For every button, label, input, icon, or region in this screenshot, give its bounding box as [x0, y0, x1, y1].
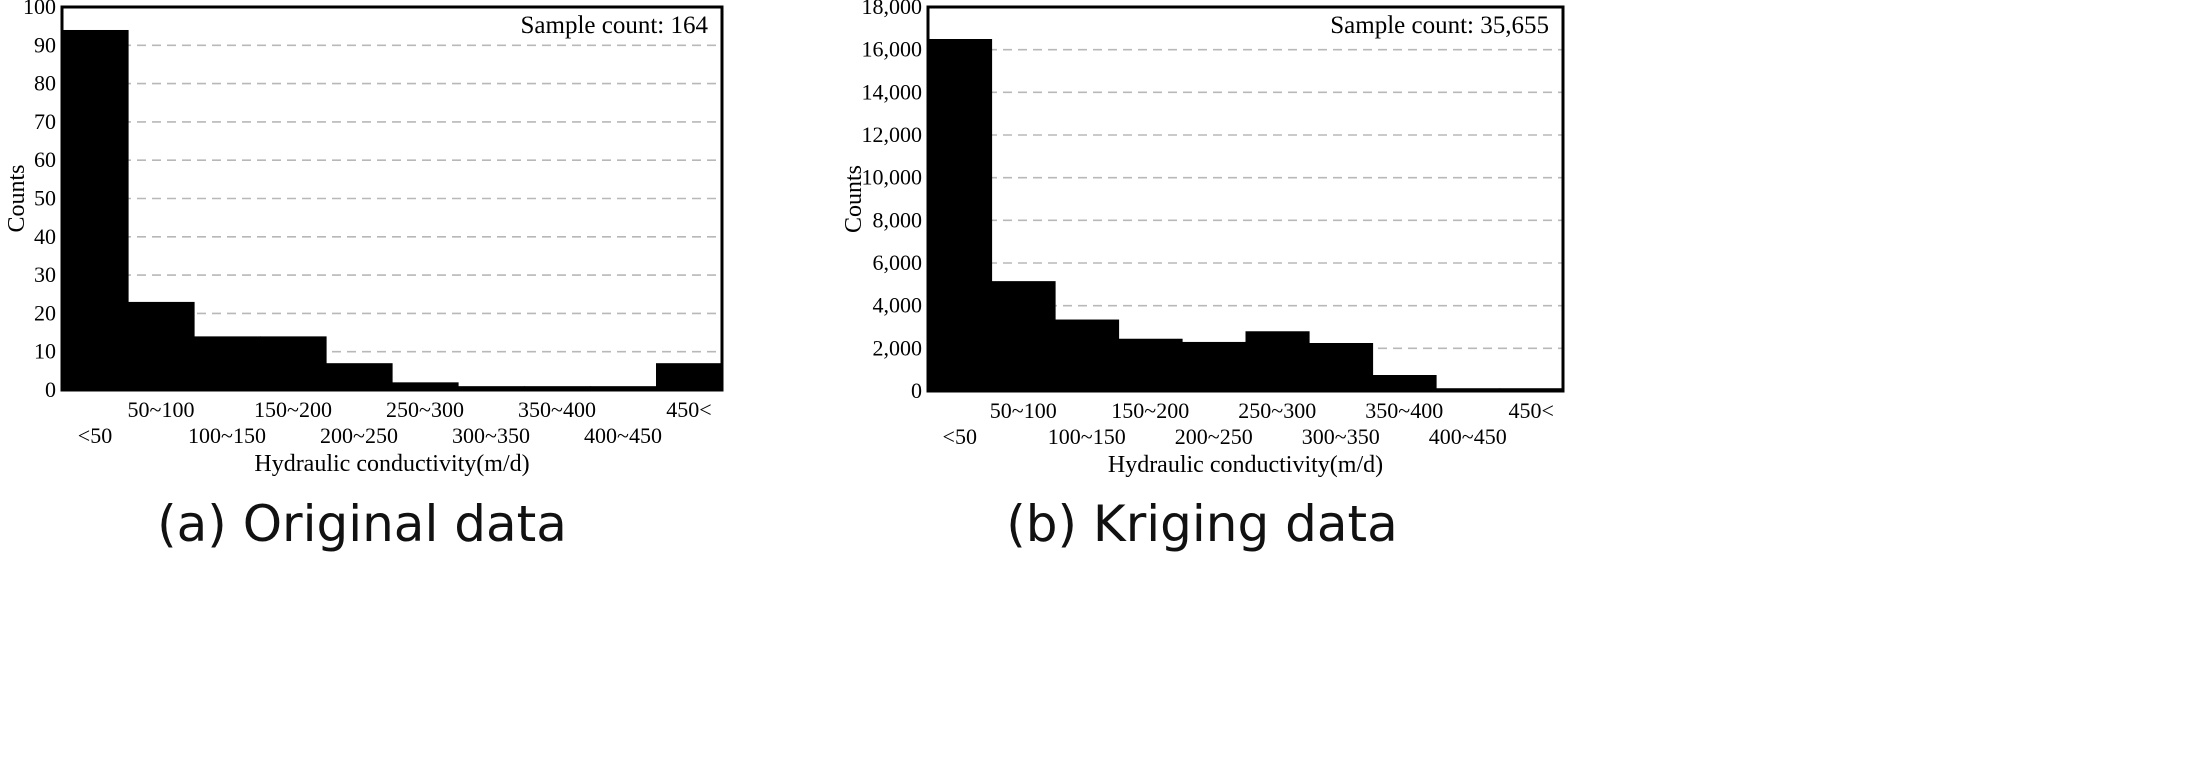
bar-0	[928, 39, 993, 391]
y-tick-labels: 0 10 20 30 40 50 60 70 80 90 100	[23, 0, 56, 402]
sample-count-label: Sample count: 35,655	[1330, 12, 1549, 39]
y-tick-label: 6,000	[873, 250, 923, 275]
y-tick-label: 2,000	[873, 335, 923, 360]
y-tick-label: 0	[911, 378, 922, 403]
bar-6	[1309, 343, 1374, 391]
x-tick-label: 250~300	[386, 397, 464, 422]
x-tick-label: 100~150	[188, 423, 266, 448]
x-tick-label: 300~350	[1302, 424, 1380, 449]
y-tick-label: 14,000	[862, 79, 923, 104]
x-tick-label: 150~200	[254, 397, 332, 422]
x-axis-title: Hydraulic conductivity(m/d)	[254, 451, 529, 477]
x-tick-label: 450<	[1509, 398, 1554, 423]
bar-0	[62, 29, 129, 390]
panel-caption: (b) Kriging data	[1006, 495, 1397, 553]
y-tick-label: 30	[34, 262, 56, 287]
x-tick-label: <50	[78, 423, 112, 448]
plot-frame	[926, 5, 1565, 393]
y-axis-title: Counts	[841, 165, 867, 233]
bar-2	[1055, 319, 1120, 391]
y-tick-label: 20	[34, 300, 56, 325]
bar-4	[1182, 341, 1247, 391]
bar-7	[524, 386, 591, 390]
x-tick-label: 300~350	[452, 423, 530, 448]
plot-frame	[60, 5, 724, 392]
y-tick-label: 40	[34, 224, 56, 249]
sample-count-label: Sample count: 164	[521, 12, 709, 39]
x-tick-labels: <50 50~100100~150150~200200~250250~300300…	[943, 398, 1554, 449]
bar-5	[1245, 331, 1310, 391]
y-axis-title: Counts	[4, 164, 30, 232]
y-tick-label: 50	[34, 186, 56, 211]
bar-3	[260, 336, 327, 390]
panel-caption: (a) Original data	[157, 495, 567, 553]
y-tick-label: 10	[34, 339, 56, 364]
bar-5	[392, 382, 459, 390]
x-tick-label: 250~300	[1238, 398, 1316, 423]
y-tick-labels: 0 2,000 4,000 6,000 8,000 10,000 12,000 14,000 1…	[862, 0, 923, 403]
bar-9	[656, 363, 723, 390]
y-tick-label: 80	[34, 71, 56, 96]
y-tick-label: 18,000	[862, 0, 923, 19]
y-tick-label: 10,000	[862, 165, 923, 190]
x-tick-label: 50~100	[990, 398, 1057, 423]
x-tick-label: 450<	[666, 397, 711, 422]
bar-3	[1118, 338, 1183, 391]
y-tick-label: 60	[34, 147, 56, 172]
bar-1	[128, 301, 195, 390]
x-tick-label: <50	[943, 424, 977, 449]
chart-panel-original: 0 10 20 30 40 50 60 70 80 90 100 <50 50~100100~1501…	[4, 0, 724, 553]
bar-6	[458, 386, 525, 390]
y-tick-label: 0	[45, 377, 56, 402]
y-tick-label: 16,000	[862, 37, 923, 62]
chart-panel-kriging: 0 2,000 4,000 6,000 8,000 10,000 12,000 14,000 1…	[841, 0, 1565, 553]
bar-4	[326, 363, 393, 390]
y-tick-label: 12,000	[862, 122, 923, 147]
y-tick-label: 100	[23, 0, 56, 19]
bar-2	[194, 336, 261, 390]
bar-1	[991, 281, 1056, 391]
x-tick-label: 350~400	[518, 397, 596, 422]
x-tick-label: 400~450	[1429, 424, 1507, 449]
x-tick-label: 150~200	[1111, 398, 1189, 423]
x-tick-labels: <50 50~100100~150150~200200~250250~300300…	[78, 397, 712, 448]
x-tick-label: 100~150	[1048, 424, 1126, 449]
y-tick-label: 70	[34, 109, 56, 134]
x-tick-label: 200~250	[1175, 424, 1253, 449]
bar-7	[1372, 375, 1437, 391]
x-tick-label: 200~250	[320, 423, 398, 448]
bars	[62, 29, 723, 390]
x-tick-label: 50~100	[128, 397, 195, 422]
y-tick-label: 8,000	[873, 207, 923, 232]
x-tick-label: 350~400	[1365, 398, 1443, 423]
y-tick-label: 90	[34, 32, 56, 57]
x-tick-label: 400~450	[584, 423, 662, 448]
y-tick-label: 4,000	[873, 293, 923, 318]
x-axis-title: Hydraulic conductivity(m/d)	[1108, 452, 1383, 478]
bar-8	[590, 386, 657, 390]
